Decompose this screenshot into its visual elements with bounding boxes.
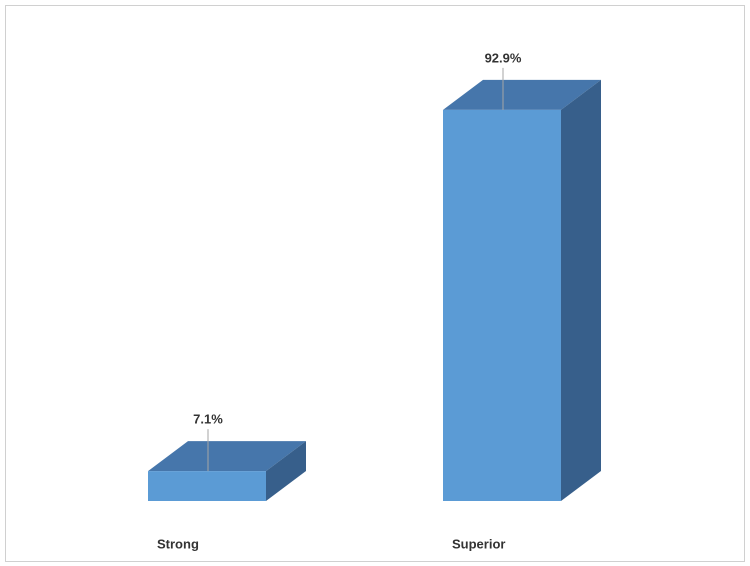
bar-side — [266, 441, 306, 501]
x-tick-label: Strong — [157, 536, 199, 551]
x-tick-label: Superior — [452, 536, 505, 551]
bar-top — [443, 79, 601, 110]
bar — [443, 109, 561, 502]
bar-top — [148, 441, 306, 472]
chart-border — [5, 5, 745, 562]
data-label: 7.1% — [193, 412, 223, 427]
data-label: 92.9% — [485, 50, 522, 65]
bar-side — [561, 79, 601, 502]
bar — [148, 471, 266, 501]
